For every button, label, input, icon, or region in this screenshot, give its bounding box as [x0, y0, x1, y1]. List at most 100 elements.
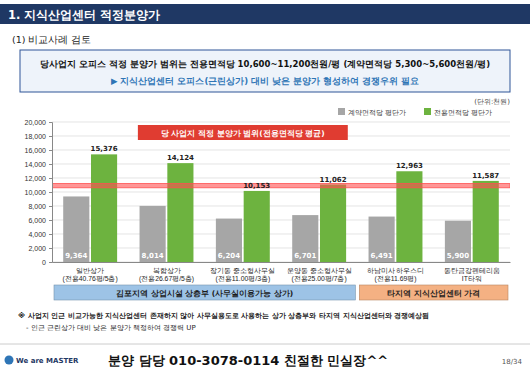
y-tick: 14,000 — [25, 161, 52, 168]
x-axis-line — [53, 262, 511, 263]
footer-logo: We are MASTER — [16, 357, 79, 365]
x-tick: 장기동 중소형사무실(전용11.00평/3층) — [210, 262, 275, 283]
y-tick-label: 12,000 — [25, 175, 47, 182]
bar — [445, 221, 471, 262]
bar — [91, 154, 117, 262]
x-tick-line: (전용26.67평/5층) — [139, 275, 194, 283]
x-tick-line: 복합상가 — [153, 267, 181, 275]
y-tick: 8,000 — [28, 203, 52, 210]
y-tick-mark — [49, 164, 52, 165]
x-tick: 동탄금강펜테리움IT타워 — [444, 262, 500, 282]
y-tick-label: 16,000 — [25, 147, 47, 154]
grid-line — [52, 150, 510, 151]
legend-label: 전용면적당 평단가 — [434, 109, 492, 117]
plot-marks — [52, 154, 510, 262]
y-axis: 0 2,000 4,000 6,000 8,000 10,000 12,000 14,000 1… — [25, 119, 53, 266]
x-tick-line: (전용25.00평/7층) — [292, 275, 347, 283]
y-tick-label: 4,000 — [28, 231, 46, 238]
band-annotation-box — [138, 125, 348, 140]
y-tick: 18,000 — [25, 133, 52, 140]
grid — [52, 122, 510, 262]
x-tick-line: 동탄금강펜테리움 — [444, 267, 500, 275]
y-tick-label: 8,000 — [28, 203, 46, 210]
grid-line — [52, 262, 510, 263]
bar — [216, 219, 242, 262]
y-tick: 2,000 — [28, 245, 52, 252]
y-tick: 10,000 — [25, 189, 52, 196]
y-tick-mark — [49, 206, 52, 207]
group-box — [359, 285, 508, 300]
legend: 계약면적당 평단가 전용면적당 평단가 — [338, 108, 492, 117]
data-label: 6,701 — [294, 252, 316, 260]
grid-line — [52, 122, 510, 123]
y-tick: 16,000 — [25, 147, 52, 154]
x-tick-label: 복합상가(전용26.67평/5층) — [139, 267, 194, 284]
legend-swatch — [424, 108, 431, 115]
band-annotation: 당 사업지 적정 분양가 범위(전용면적당 평균) — [161, 129, 325, 138]
data-label: 6,204 — [218, 252, 240, 260]
grid-line — [52, 220, 510, 221]
background — [0, 0, 530, 374]
legend-swatch — [338, 108, 345, 115]
y-tick-mark — [49, 122, 52, 123]
x-tick-label: 동탄금강펜테리움IT타워 — [444, 267, 500, 283]
note: - 인근 근린상가 대비 낮은 분양가 책정하여 경쟁력 UP — [26, 324, 196, 332]
bar — [63, 196, 89, 262]
x-tick-line: 운양동 중소형사무실 — [287, 267, 352, 274]
data-label: 12,963 — [396, 162, 423, 170]
bar — [473, 181, 499, 262]
y-axis-line — [49, 123, 53, 263]
x-tick: 일반상가(전용40.76평/5층) — [63, 262, 118, 283]
data-label: 11,062 — [320, 176, 347, 184]
summary-text: 당사업지 오피스 적정 분양가 범위는 전용면적당 10,600~11,200천… — [40, 59, 490, 69]
x-tick-line: (전용40.76평/5층) — [63, 275, 118, 283]
y-tick-label: 14,000 — [25, 161, 47, 168]
legend-label: 계약면적당 평단가 — [348, 109, 406, 117]
y-tick-mark — [49, 150, 52, 151]
y-tick: 12,000 — [25, 175, 52, 182]
x-tick: 복합상가(전용26.67평/5층) — [139, 262, 194, 283]
data-label: 11,587 — [472, 172, 499, 180]
group-label: 김포지역 상업시설 상층부 (사무실이용가능 상가) — [116, 289, 293, 298]
footer-rule — [0, 344, 530, 345]
grid-line — [52, 234, 510, 235]
bar — [244, 191, 270, 262]
x-tick-line: 일반상가 — [76, 267, 104, 274]
group-box — [54, 285, 355, 300]
y-tick: 6,000 — [28, 217, 52, 224]
y-tick: 0 — [42, 259, 52, 266]
grid-line — [52, 248, 510, 249]
category-groups: 김포지역 상업시설 상층부 (사무실이용가능 상가) 타지역 지식산업센터 가격 — [54, 285, 508, 300]
data-label: 14,124 — [167, 154, 194, 162]
y-tick-mark — [49, 248, 52, 249]
y-tick: 4,000 — [28, 231, 52, 238]
group-label: 타지역 지식산업센터 가격 — [387, 289, 480, 298]
y-tick-label: 2,000 — [28, 245, 46, 252]
bar — [292, 215, 318, 262]
x-tick: 운양동 중소형사무실(전용25.00평/7층) — [287, 262, 352, 283]
x-tick-line: (전용11.00평/3층) — [215, 275, 270, 283]
y-tick-mark — [49, 262, 52, 263]
target-band — [52, 184, 510, 188]
data-label: 6,491 — [371, 252, 393, 260]
y-tick-label: 18,000 — [25, 133, 47, 140]
note: ※ 사업지 인근 비교가능한 지식산업센터 존재하지 않아 사무실용도로 사용하… — [18, 311, 429, 320]
page-number: 18/34 — [502, 358, 523, 366]
data-label: 9,364 — [65, 252, 87, 260]
x-axis: 일반상가(전용40.76평/5층) 복합상가(전용26.67평/5층) 장기동 중소… — [53, 262, 511, 283]
x-tick-label: 하남미사 하우스디(전용11.69평) — [367, 267, 425, 284]
y-tick-mark — [49, 192, 52, 193]
x-tick-line: 장기동 중소형사무실 — [210, 267, 275, 274]
bar — [140, 206, 166, 262]
x-tick-line: (전용11.69평) — [374, 275, 416, 283]
grid-line — [52, 164, 510, 165]
data-label: 10,153 — [243, 182, 270, 190]
grid-line — [52, 178, 510, 179]
x-tick-label: 운양동 중소형사무실(전용25.00평/7층) — [287, 267, 352, 284]
slide: 1. 지식산업센터 적정분양가(1) 비교사례 검토당사업지 오피스 적정 분양… — [0, 0, 530, 374]
bar — [369, 217, 395, 262]
y-tick-mark — [49, 136, 52, 137]
data-label: 15,376 — [91, 145, 118, 153]
y-tick-label: 10,000 — [25, 189, 47, 196]
unit-label: (단위:천원) — [474, 98, 510, 106]
